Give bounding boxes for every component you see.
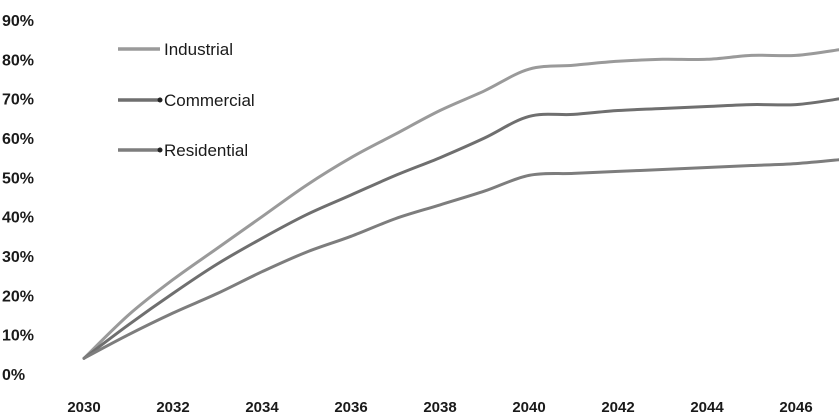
y-tick-label: 10% xyxy=(2,328,34,345)
y-tick-label: 90% xyxy=(2,13,34,30)
y-tick-label: 60% xyxy=(2,131,34,148)
legend-label: Residential xyxy=(164,141,248,160)
y-tick-label: 70% xyxy=(2,92,34,109)
legend-item-residential: Residential xyxy=(118,141,248,160)
y-tick-label: 0% xyxy=(2,367,25,384)
series-line-residential xyxy=(82,158,839,360)
x-tick-label: 2042 xyxy=(601,399,634,416)
legend-item-commercial: Commercial xyxy=(118,91,255,110)
legend-marker xyxy=(157,97,163,103)
y-tick-label: 30% xyxy=(2,249,34,266)
legend-item-industrial: Industrial xyxy=(118,40,233,59)
x-tick-label: 2030 xyxy=(67,399,100,416)
y-tick-label: 20% xyxy=(2,288,34,305)
x-tick-label: 2038 xyxy=(423,399,456,416)
y-tick-label: 50% xyxy=(2,170,34,187)
y-axis: 0% 10% 20% 30% 40% 50% 60% 70% 80% 90% xyxy=(2,13,34,384)
x-tick-label: 2036 xyxy=(334,399,367,416)
legend-label: Commercial xyxy=(164,91,255,110)
series-line-industrial xyxy=(82,48,839,360)
x-tick-label: 2046 xyxy=(779,399,812,416)
legend: Industrial Commercial Residential xyxy=(118,40,255,160)
x-axis: 2030 2032 2034 2036 2038 2040 2042 2044 2046 xyxy=(67,399,812,416)
x-tick-label: 2044 xyxy=(690,399,724,416)
legend-marker xyxy=(157,147,163,153)
y-tick-label: 80% xyxy=(2,52,34,69)
x-tick-label: 2034 xyxy=(245,399,279,416)
series-line-commercial xyxy=(82,97,839,360)
y-tick-label: 40% xyxy=(2,210,34,227)
series-layer xyxy=(82,48,839,360)
x-tick-label: 2032 xyxy=(156,399,189,416)
x-tick-label: 2040 xyxy=(512,399,545,416)
legend-label: Industrial xyxy=(164,40,233,59)
